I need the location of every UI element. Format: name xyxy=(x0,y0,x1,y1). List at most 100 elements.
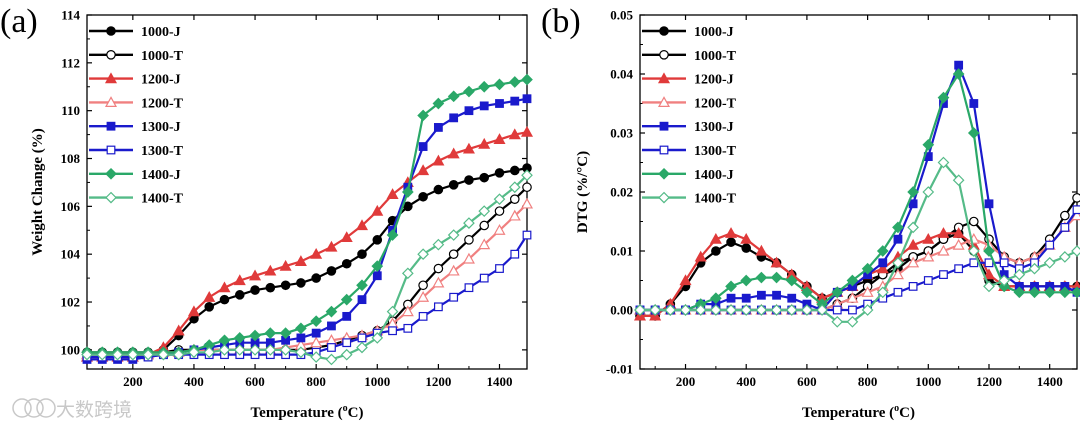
data-point xyxy=(218,344,231,356)
panel-b-label: (b) xyxy=(541,3,581,40)
data-point xyxy=(679,304,692,316)
data-point xyxy=(433,123,443,132)
legend-label: 1000-J xyxy=(141,25,181,40)
data-point xyxy=(341,258,352,269)
data-point xyxy=(508,76,521,88)
data-point xyxy=(755,271,768,284)
legend-label: 1400-T xyxy=(694,192,737,207)
data-point xyxy=(1060,210,1070,221)
y-tick-label: 108 xyxy=(61,151,81,166)
y-tick-label: 0.02 xyxy=(610,185,633,200)
data-point xyxy=(433,263,444,274)
series-line xyxy=(640,197,1078,312)
data-point xyxy=(433,302,443,312)
data-point xyxy=(310,315,323,328)
y-tick-label: 0.03 xyxy=(610,126,633,141)
data-point xyxy=(447,229,460,241)
legend-marker xyxy=(657,72,671,84)
y-tick-label: 110 xyxy=(61,103,80,118)
legend-label: 1000-J xyxy=(694,25,734,40)
data-point xyxy=(449,113,459,123)
legend-label: 1200-J xyxy=(141,73,181,88)
panel-b-series xyxy=(633,60,1080,328)
data-point xyxy=(522,94,532,104)
panel-b: (b) 200 400 600 800 1000 1200 1400 -0.01 0.00 0.0… xyxy=(541,3,1080,421)
data-point xyxy=(816,304,828,316)
data-point xyxy=(294,255,307,266)
data-point xyxy=(264,344,277,356)
legend-marker xyxy=(104,96,118,108)
data-point xyxy=(325,240,338,252)
legend-marker xyxy=(106,145,116,155)
data-point xyxy=(520,125,534,137)
series-line xyxy=(640,160,1078,323)
data-point xyxy=(770,271,783,284)
data-point xyxy=(417,291,430,302)
data-point xyxy=(296,278,306,288)
legend-label: 1400-T xyxy=(141,192,184,207)
data-point xyxy=(371,260,384,272)
legend-item: 1400-T xyxy=(642,192,737,207)
data-point xyxy=(952,227,965,238)
data-point xyxy=(983,245,995,257)
legend-item: 1000-T xyxy=(642,49,737,64)
data-point xyxy=(448,180,459,190)
data-point xyxy=(325,305,338,318)
data-point xyxy=(710,292,722,305)
data-point xyxy=(785,274,798,287)
data-point xyxy=(891,268,904,280)
data-point xyxy=(463,217,475,229)
data-point xyxy=(371,332,384,344)
data-point xyxy=(711,246,721,256)
legend-item: 1000-T xyxy=(89,49,184,64)
x-tick-label: 1000 xyxy=(364,374,390,389)
data-point xyxy=(418,311,428,321)
data-point xyxy=(356,341,368,354)
x-tick-label: 400 xyxy=(736,374,756,389)
data-point xyxy=(892,256,904,269)
legend-item: 1200-J xyxy=(642,72,734,88)
data-point xyxy=(463,85,475,98)
data-point xyxy=(340,231,353,243)
data-point xyxy=(340,348,353,361)
data-point xyxy=(464,175,474,185)
x-tick-label: 1200 xyxy=(425,374,451,389)
data-point xyxy=(432,97,445,110)
data-point xyxy=(479,172,490,183)
data-point xyxy=(371,204,384,216)
data-point xyxy=(509,165,520,176)
data-point xyxy=(1028,286,1041,299)
legend-item: 1200-T xyxy=(89,96,184,111)
legend-marker xyxy=(657,96,671,108)
data-point xyxy=(479,220,490,231)
panel-b-legend: 1000-J 1000-T 1200-J 1200-T 1300-J 1300-T 1400… xyxy=(642,25,737,207)
x-label-text: Temperature ( xyxy=(251,405,343,421)
data-point xyxy=(417,109,429,122)
data-point xyxy=(999,258,1009,268)
data-point xyxy=(1043,286,1056,299)
data-point xyxy=(280,280,291,291)
y-tick-label: 0.00 xyxy=(610,303,633,318)
data-point xyxy=(478,238,491,250)
data-point xyxy=(846,274,859,287)
x-tick-label: 200 xyxy=(676,374,696,389)
x-tick-label: 600 xyxy=(797,374,817,389)
data-point xyxy=(249,269,262,281)
data-point xyxy=(982,268,996,280)
data-point xyxy=(755,244,768,256)
legend-item: 1400-J xyxy=(642,168,734,183)
data-point xyxy=(1071,286,1080,299)
data-point xyxy=(832,305,842,315)
data-point xyxy=(787,293,797,303)
data-point xyxy=(740,304,753,316)
data-point xyxy=(386,188,399,199)
data-point xyxy=(923,276,933,285)
data-point xyxy=(327,343,336,352)
legend-label: 1300-T xyxy=(694,144,737,159)
data-point xyxy=(478,80,491,93)
legend-marker xyxy=(658,191,670,204)
data-point xyxy=(846,315,859,328)
data-point xyxy=(831,286,844,299)
legend-item: 1300-T xyxy=(642,144,737,159)
